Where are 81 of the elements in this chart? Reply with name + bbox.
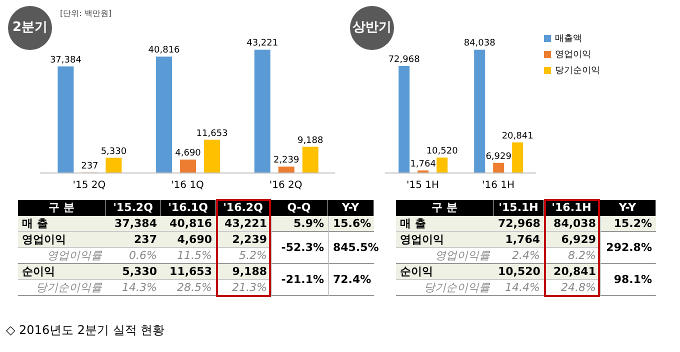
text: '16.1Q (161, 200, 216, 216)
text: Y-Y (328, 200, 374, 216)
text: 40,816 (148, 46, 180, 56)
text: 영업이익 (396, 232, 494, 248)
text: 구 분 (18, 200, 106, 216)
text: 5,330 (122, 265, 157, 278)
data-label: 237 (81, 161, 98, 172)
data-label: 2,239 (273, 156, 300, 166)
text: 9,188 (232, 265, 267, 278)
text: 당기순이익률 (396, 280, 494, 296)
text: 매 출 (18, 216, 106, 232)
text: '16.1H (544, 200, 600, 216)
chart-title: 상반기 (350, 6, 394, 50)
text: 20,841 (554, 265, 596, 278)
text: -52.3% (271, 232, 328, 264)
text: 영업이익률 (18, 248, 106, 264)
text: 72.4% (328, 264, 374, 296)
text: 4,690 (177, 233, 212, 246)
text: 84,038 (554, 217, 596, 230)
text: 292.8% (600, 232, 656, 264)
text: 15.2% (600, 216, 656, 232)
x-tick-label: '16 1H (482, 180, 515, 192)
text: 11,653 (170, 265, 212, 278)
text: 1,764 (505, 233, 540, 246)
text: ◇ 2016년도 2분기 실적 현황 (6, 322, 165, 339)
data-label: 37,384 (106, 216, 161, 232)
text: 6,929 (561, 233, 596, 246)
data-label: 10,520 (426, 146, 458, 157)
data-label: 11,653 (196, 128, 228, 139)
text: 15.6% (328, 216, 374, 232)
data-label: 9,188 (297, 136, 324, 146)
data-label: 84,038 (464, 38, 496, 49)
chart-title: 2분기 (8, 6, 52, 50)
x-tick-label: '15 1H (406, 180, 440, 192)
text: 98.1% (600, 264, 656, 296)
x-tick-label: '16 2Q (269, 180, 302, 192)
text: 0.6% (106, 248, 161, 264)
text: 21.3% (216, 280, 271, 296)
text: 43,221 (246, 38, 278, 49)
text: 구 분 (396, 200, 494, 216)
text: 5.9% (271, 216, 328, 232)
text: -21.1% (271, 264, 328, 296)
chart-subtitle: [단위: 백만원] (60, 8, 112, 19)
text: 5.2% (216, 248, 271, 264)
text: 14.4% (494, 280, 544, 296)
text: 2.4% (494, 248, 544, 264)
text: 845.5% (332, 240, 379, 256)
text: 당기순이익률 (18, 280, 106, 296)
x-tick-label: '16 1Q (171, 180, 204, 192)
x-tick-label: '15 2Q (72, 180, 106, 192)
text: 2,239 (232, 233, 267, 246)
data-label: 5,330 (100, 146, 127, 157)
legend-label: 당기순이익 (555, 64, 600, 76)
text: Q-Q (271, 200, 328, 216)
text: '16.2Q (216, 200, 271, 216)
data-label: 1,764 (410, 159, 436, 170)
text: '15.1H (494, 200, 544, 216)
data-label: 40,816 (161, 216, 216, 232)
text: 순이익 (18, 264, 106, 280)
data-label: 43,221 (216, 216, 271, 232)
data-label: 6,929 (486, 152, 512, 162)
text: 11.5% (161, 248, 216, 264)
text: 영업이익 (18, 232, 106, 248)
data-label: 4,690 (175, 148, 202, 159)
text: 14.3% (106, 280, 161, 296)
text: 28.5% (161, 280, 216, 296)
data-label: 20,841 (502, 131, 534, 142)
data-label: 72,968 (388, 54, 420, 65)
legend-label: 매출액 (555, 32, 582, 44)
text: '15.2Q (106, 200, 161, 216)
text: 영업이익률 (396, 248, 494, 264)
text: 매 출 (396, 216, 494, 232)
text: 24.8% (544, 280, 600, 296)
text: 237 (134, 233, 157, 246)
text: 순이익 (396, 264, 494, 280)
text: 37,384 (50, 55, 82, 66)
text: Y-Y (600, 200, 656, 216)
text: 10,520 (498, 265, 540, 278)
text: 72,968 (498, 217, 540, 230)
legend-label: 영업이익 (555, 48, 591, 60)
text: 8.2% (544, 248, 600, 264)
